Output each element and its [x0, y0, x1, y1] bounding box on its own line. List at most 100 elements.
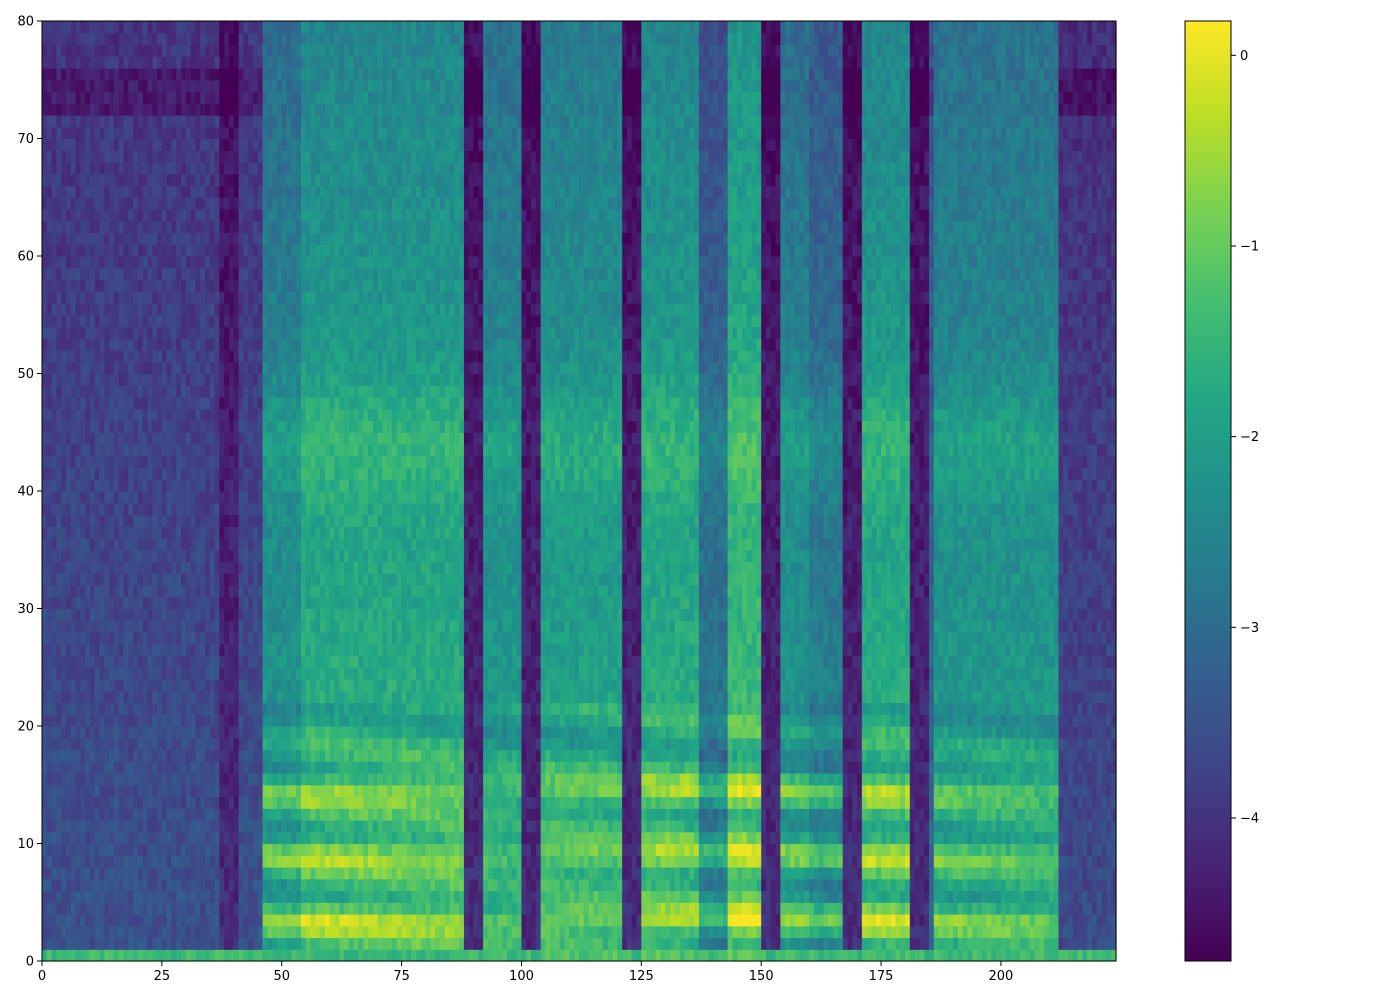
heatmap-cell — [152, 233, 157, 245]
heatmap-cell — [330, 150, 335, 162]
heatmap-cell — [66, 773, 71, 785]
heatmap-cell — [167, 914, 172, 926]
heatmap-cell — [229, 503, 234, 515]
heatmap-cell — [306, 256, 311, 268]
heatmap-cell — [95, 362, 100, 374]
heatmap-cell — [234, 761, 239, 773]
heatmap-cell — [248, 174, 253, 186]
heatmap-cell — [253, 409, 258, 421]
heatmap-cell — [234, 797, 239, 809]
heatmap-cell — [71, 45, 76, 57]
heatmap-cell — [124, 197, 129, 209]
heatmap-cell — [176, 409, 181, 421]
heatmap-cell — [56, 115, 61, 127]
heatmap-cell — [162, 444, 167, 456]
heatmap-cell — [277, 103, 282, 115]
heatmap-cell — [66, 303, 71, 315]
heatmap-cell — [191, 503, 196, 515]
heatmap-cell — [52, 832, 57, 844]
heatmap-cell — [277, 244, 282, 256]
heatmap-cell — [90, 362, 95, 374]
heatmap-cell — [71, 421, 76, 433]
heatmap-cell — [90, 186, 95, 198]
heatmap-cell — [325, 33, 330, 45]
heatmap-cell — [191, 879, 196, 891]
heatmap-cell — [229, 726, 234, 738]
heatmap-cell — [181, 750, 186, 762]
heatmap-cell — [61, 797, 66, 809]
heatmap-cell — [95, 209, 100, 221]
heatmap-cell — [128, 385, 133, 397]
heatmap-cell — [186, 432, 191, 444]
heatmap-cell — [61, 150, 66, 162]
heatmap-cell — [282, 679, 287, 691]
heatmap-cell — [152, 644, 157, 656]
heatmap-cell — [61, 515, 66, 527]
heatmap-cell — [334, 644, 339, 656]
heatmap-cell — [301, 491, 306, 503]
heatmap-cell — [61, 233, 66, 245]
heatmap-cell — [90, 750, 95, 762]
heatmap-cell — [143, 139, 148, 151]
heatmap-cell — [171, 385, 176, 397]
heatmap-cell — [76, 726, 81, 738]
heatmap-cell — [176, 620, 181, 632]
heatmap-cell — [71, 127, 76, 139]
heatmap-cell — [210, 33, 215, 45]
heatmap-cell — [171, 45, 176, 57]
heatmap-cell — [234, 80, 239, 92]
heatmap-cell — [272, 750, 277, 762]
heatmap-cell — [210, 773, 215, 785]
heatmap-cell — [272, 620, 277, 632]
heatmap-cell — [95, 139, 100, 151]
heatmap-cell — [243, 221, 248, 233]
heatmap-cell — [301, 103, 306, 115]
heatmap-cell — [210, 315, 215, 327]
heatmap-cell — [277, 938, 282, 950]
heatmap-cell — [243, 303, 248, 315]
heatmap-cell — [229, 45, 234, 57]
heatmap-cell — [95, 444, 100, 456]
heatmap-cell — [205, 209, 210, 221]
heatmap-cell — [311, 115, 316, 127]
heatmap-cell — [109, 750, 114, 762]
heatmap-cell — [229, 832, 234, 844]
heatmap-cell — [176, 914, 181, 926]
heatmap-cell — [186, 80, 191, 92]
heatmap-cell — [258, 209, 263, 221]
heatmap-cell — [200, 667, 205, 679]
heatmap-cell — [296, 291, 301, 303]
heatmap-cell — [128, 573, 133, 585]
heatmap-cell — [104, 315, 109, 327]
heatmap-cell — [95, 914, 100, 926]
heatmap-cell — [167, 597, 172, 609]
heatmap-cell — [171, 550, 176, 562]
heatmap-cell — [229, 233, 234, 245]
heatmap-cell — [71, 80, 76, 92]
heatmap-cell — [186, 656, 191, 668]
heatmap-cell — [215, 468, 220, 480]
heatmap-cell — [210, 80, 215, 92]
heatmap-cell — [215, 867, 220, 879]
heatmap-cell — [325, 691, 330, 703]
heatmap-cell — [138, 291, 143, 303]
heatmap-cell — [234, 644, 239, 656]
heatmap-cell — [42, 491, 47, 503]
heatmap-cell — [334, 385, 339, 397]
heatmap-cell — [267, 526, 272, 538]
heatmap-cell — [119, 45, 124, 57]
heatmap-cell — [219, 855, 224, 867]
heatmap-cell — [66, 432, 71, 444]
heatmap-cell — [243, 397, 248, 409]
heatmap-cell — [311, 926, 316, 938]
heatmap-cell — [306, 374, 311, 386]
heatmap-cell — [47, 761, 52, 773]
heatmap-cell — [267, 162, 272, 174]
heatmap-cell — [229, 186, 234, 198]
heatmap-cell — [42, 691, 47, 703]
heatmap-cell — [301, 350, 306, 362]
heatmap-cell — [296, 656, 301, 668]
heatmap-cell — [47, 914, 52, 926]
heatmap-cell — [234, 315, 239, 327]
heatmap-cell — [61, 538, 66, 550]
